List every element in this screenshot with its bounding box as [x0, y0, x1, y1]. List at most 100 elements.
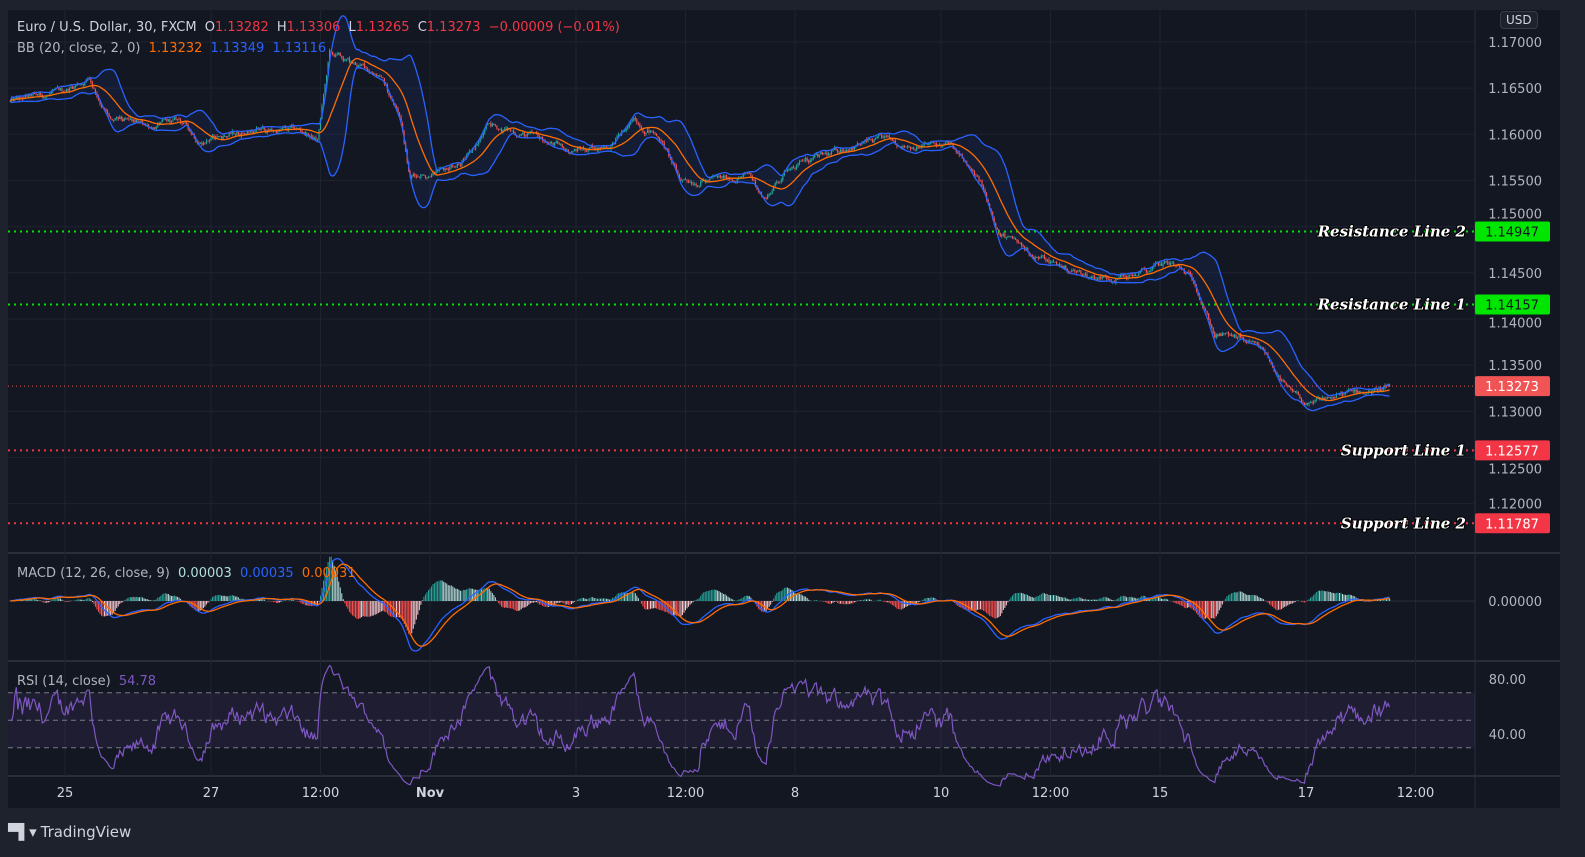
candle-body	[995, 223, 997, 228]
candle-body	[141, 120, 144, 124]
candle	[774, 181, 776, 188]
support-price-tag	[1475, 440, 1550, 461]
candle	[411, 174, 413, 180]
macd-legend[interactable]: MACD (12, 26, close, 9) 0.00003 0.00035 …	[17, 566, 360, 581]
candle-body	[1016, 239, 1018, 242]
candle-body	[312, 135, 314, 139]
symbol-name[interactable]: Euro / U.S. Dollar, 30, FXCM	[17, 20, 197, 35]
candle-body	[905, 146, 907, 148]
candle	[722, 174, 725, 180]
candle-body	[1148, 271, 1150, 273]
candle-body	[782, 174, 784, 180]
candle	[818, 154, 820, 159]
candle-body	[922, 145, 924, 147]
candle	[1077, 269, 1079, 273]
candle-body	[345, 59, 347, 60]
candle	[1160, 261, 1163, 267]
candle	[202, 141, 204, 146]
time-tick-label: 27	[203, 786, 220, 801]
candle	[1092, 274, 1094, 279]
candle-body	[701, 180, 703, 182]
candle	[1230, 332, 1233, 337]
candle	[777, 181, 779, 184]
price-tick-label: 1.16000	[1488, 128, 1542, 143]
candle-body	[1205, 309, 1207, 312]
candle	[820, 151, 822, 155]
candle-body	[131, 118, 133, 122]
currency-button[interactable]: USD	[1500, 11, 1538, 29]
candle-body	[319, 118, 322, 130]
candle-body	[1314, 399, 1316, 402]
candle	[1296, 390, 1298, 395]
candle-body	[1366, 393, 1368, 394]
candle-body	[1019, 242, 1021, 244]
macd-tick-label: 0.00000	[1488, 595, 1542, 610]
candle-body	[161, 119, 163, 123]
candle-body	[205, 140, 208, 144]
candle-body	[30, 94, 33, 97]
candle-body	[1224, 333, 1226, 335]
candle-body	[957, 151, 959, 153]
candle-body	[374, 74, 376, 76]
candle-body	[347, 58, 349, 60]
candle-body	[1331, 397, 1333, 399]
candle-body	[686, 179, 688, 181]
candle	[1005, 236, 1007, 240]
candle	[698, 185, 700, 188]
bb-legend[interactable]: BB (20, close, 2, 0) 1.13232 1.13349 1.1…	[17, 41, 330, 56]
candle-body	[1303, 402, 1306, 405]
candle-body	[427, 176, 430, 178]
candle-body	[1352, 389, 1354, 392]
candle	[1004, 232, 1006, 239]
candle-body	[774, 183, 776, 186]
candle	[817, 152, 819, 158]
candle	[453, 166, 455, 168]
candle-body	[903, 145, 906, 147]
time-tick-label: 12:00	[1397, 786, 1434, 801]
candle-body	[1218, 333, 1220, 336]
candle-body	[818, 154, 820, 157]
candle-body	[119, 117, 121, 119]
candle-body	[449, 166, 451, 171]
footer-brand[interactable]: ▀▌▾ TradingView	[8, 823, 131, 841]
candle	[178, 116, 180, 121]
time-tick-label: 3	[572, 786, 580, 801]
candle-body	[531, 131, 533, 133]
candle-body	[379, 75, 381, 77]
candle-body	[1302, 401, 1304, 403]
candle	[687, 179, 690, 184]
candle	[1285, 382, 1287, 387]
candle-body	[1135, 274, 1137, 277]
candle-body	[852, 148, 854, 150]
candle	[979, 179, 982, 182]
candle	[916, 144, 918, 152]
rsi-legend[interactable]: RSI (14, close) 54.78	[17, 674, 160, 689]
candle-body	[398, 112, 401, 116]
candle-body	[113, 120, 115, 122]
candle-body	[1062, 265, 1064, 268]
candle	[339, 52, 341, 57]
candle	[67, 88, 69, 93]
candle-body	[1145, 269, 1147, 273]
candle-body	[254, 129, 256, 132]
candle	[776, 180, 778, 185]
candle-body	[163, 119, 165, 121]
candle-body	[184, 121, 186, 123]
candle	[561, 143, 563, 149]
candle-body	[554, 143, 556, 146]
candle-body	[1052, 261, 1055, 263]
candle	[1034, 255, 1036, 261]
candle-body	[275, 130, 277, 134]
candle	[1250, 340, 1252, 343]
candle-body	[1107, 278, 1109, 280]
candle	[934, 141, 936, 145]
candle	[420, 174, 422, 180]
candle	[510, 128, 512, 132]
candle-body	[362, 64, 364, 65]
candle	[1366, 393, 1368, 396]
candle-body	[1045, 258, 1047, 261]
candle	[224, 134, 226, 137]
candle-body	[996, 227, 998, 230]
candle-body	[754, 180, 757, 186]
